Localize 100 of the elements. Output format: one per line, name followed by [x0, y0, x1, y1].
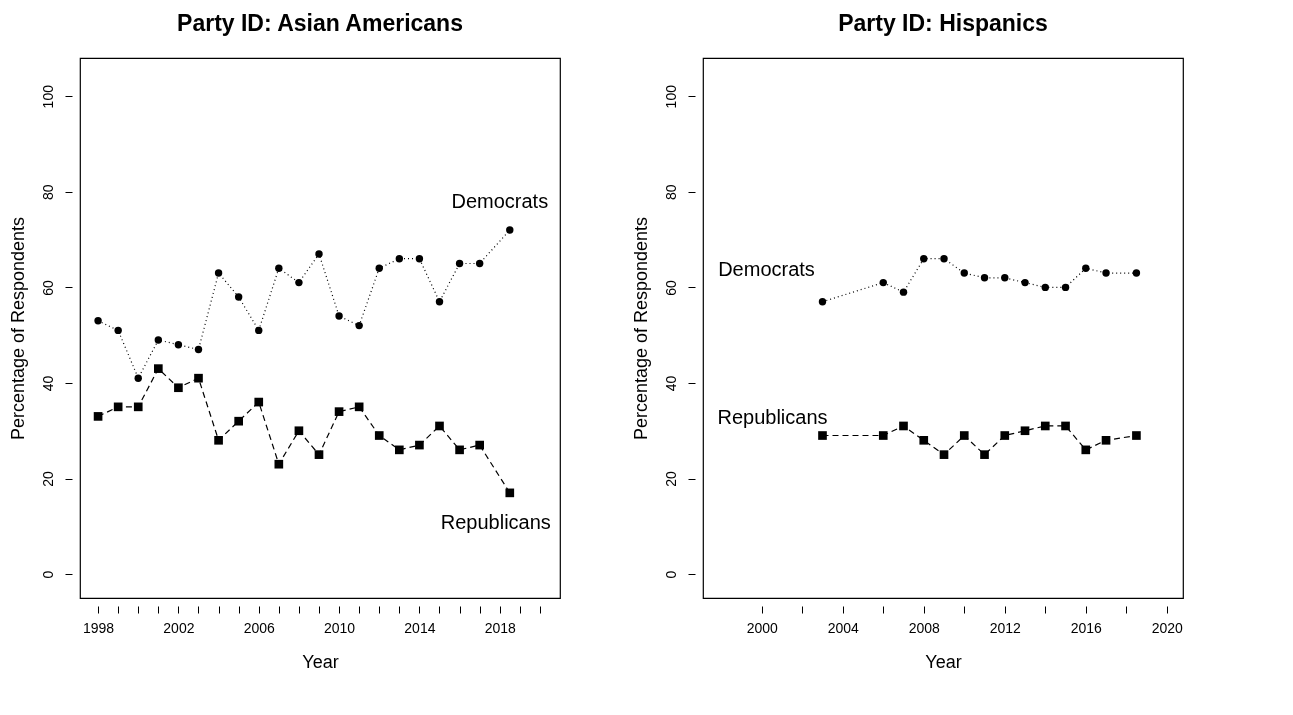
point — [1040, 421, 1050, 431]
chart-title: Party ID: Asian Americans — [177, 10, 463, 36]
point — [1061, 283, 1070, 292]
x-axis-title: Year — [925, 651, 962, 672]
point — [1132, 431, 1141, 440]
x-tick-label: 2006 — [243, 619, 276, 636]
point — [1101, 435, 1111, 445]
point — [980, 274, 989, 282]
x-tick-label: 2016 — [1070, 619, 1103, 636]
point — [415, 255, 424, 263]
y-tick-label: 60 — [662, 279, 679, 296]
y-tick-label: 0 — [39, 570, 56, 579]
point — [315, 250, 323, 258]
y-tick-label: 60 — [39, 279, 56, 296]
point — [335, 312, 343, 320]
point — [1000, 431, 1010, 440]
x-tick-label: 2010 — [324, 619, 356, 636]
point — [275, 264, 283, 272]
y-tick-label: 20 — [39, 471, 56, 487]
y-tick-label: 0 — [662, 570, 679, 579]
x-tick-label: 2018 — [484, 619, 517, 636]
point — [506, 226, 514, 234]
point — [1061, 421, 1070, 431]
y-axis-title: Percentage of Respondents — [7, 216, 28, 441]
point — [255, 326, 263, 335]
y-tick-label: 100 — [39, 84, 56, 109]
point — [980, 450, 989, 459]
point — [174, 341, 183, 349]
point — [435, 298, 444, 306]
point — [174, 383, 183, 393]
point — [1020, 426, 1030, 436]
point — [878, 431, 888, 440]
point — [1041, 283, 1049, 292]
x-axis-title: Year — [302, 651, 339, 672]
x-tick-label: 2014 — [404, 619, 436, 636]
point — [334, 407, 344, 416]
x-tick-label: 1998 — [83, 619, 115, 636]
point — [920, 255, 928, 263]
chart-title: Party ID: Hispanics — [838, 10, 1048, 36]
point — [899, 288, 908, 296]
point — [114, 326, 122, 335]
point — [133, 402, 143, 412]
series-label: Democrats — [718, 257, 815, 280]
series-label: Republicans — [717, 405, 828, 428]
point — [355, 321, 363, 330]
point — [1102, 269, 1110, 277]
point — [274, 459, 284, 469]
point — [234, 293, 243, 301]
point — [879, 278, 887, 287]
point — [818, 431, 827, 440]
x-tick-label: 2020 — [1151, 619, 1184, 636]
y-tick-label: 100 — [662, 84, 679, 109]
point — [415, 440, 424, 450]
point — [194, 373, 203, 383]
y-tick-label: 80 — [39, 184, 56, 201]
point — [939, 450, 949, 459]
point — [295, 278, 303, 287]
point — [1081, 445, 1091, 455]
y-tick-label: 40 — [662, 375, 679, 392]
series-label: Republicans — [440, 510, 551, 533]
point — [154, 364, 163, 373]
point — [899, 421, 908, 431]
point — [959, 431, 969, 440]
x-tick-label: 2004 — [827, 619, 860, 636]
point — [134, 374, 142, 382]
point — [395, 445, 404, 455]
point — [505, 488, 515, 498]
point — [254, 397, 264, 407]
point — [475, 259, 484, 268]
point — [940, 255, 948, 263]
point — [214, 435, 223, 445]
point — [1082, 264, 1090, 272]
point — [194, 345, 203, 354]
point — [455, 445, 464, 455]
x-tick-label: 2000 — [746, 619, 779, 636]
point — [435, 421, 444, 431]
y-tick-label: 80 — [662, 184, 679, 201]
point — [94, 317, 102, 325]
point — [154, 336, 163, 344]
point — [1132, 269, 1141, 277]
x-tick-label: 2012 — [989, 619, 1022, 636]
point — [294, 426, 304, 436]
point — [960, 269, 968, 277]
point — [395, 255, 404, 263]
y-tick-label: 20 — [662, 471, 679, 487]
series-label: Democrats — [451, 190, 549, 213]
point — [919, 435, 929, 445]
y-axis-title: Percentage of Respondents — [630, 216, 651, 441]
point — [93, 412, 103, 421]
point — [374, 431, 384, 440]
point — [818, 298, 827, 306]
point — [314, 450, 324, 459]
y-tick-label: 40 — [39, 375, 56, 392]
point — [1021, 278, 1029, 287]
point — [1001, 274, 1009, 282]
x-tick-label: 2008 — [908, 619, 941, 636]
point — [475, 440, 484, 450]
point — [214, 269, 223, 277]
point — [455, 259, 464, 268]
x-tick-label: 2002 — [163, 619, 195, 636]
